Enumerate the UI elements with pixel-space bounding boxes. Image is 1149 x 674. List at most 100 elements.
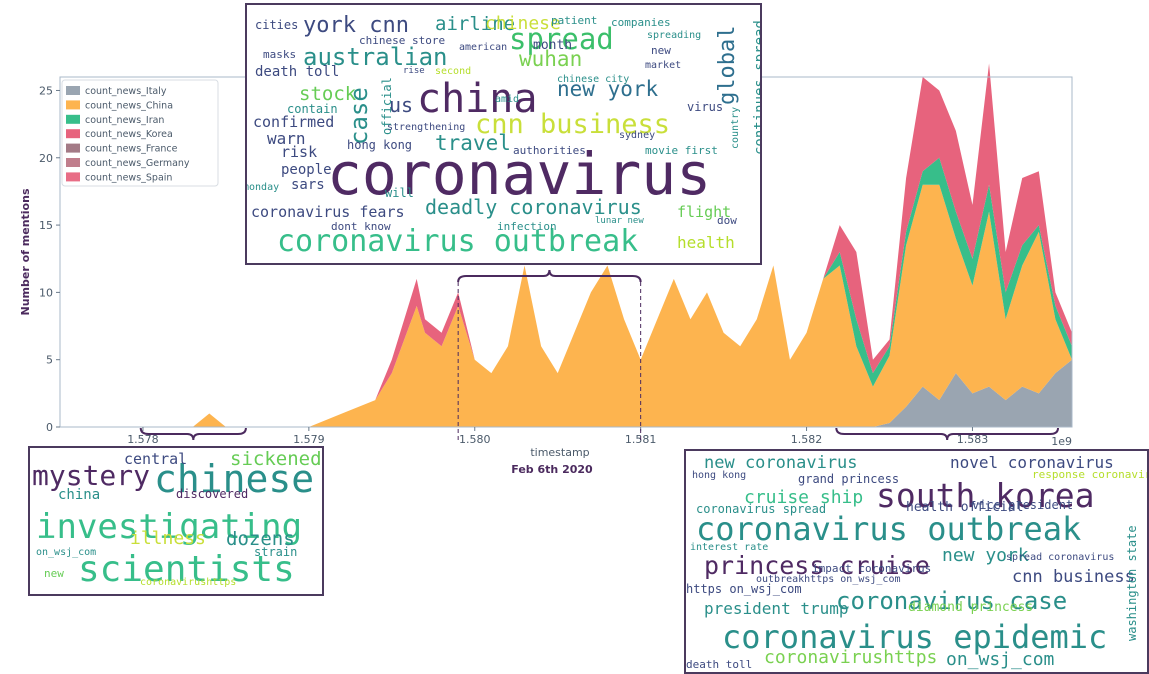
wordcloud-word: hong kong bbox=[692, 470, 747, 481]
wordcloud-word: sydney bbox=[619, 130, 656, 141]
wordcloud-word: illness bbox=[130, 528, 206, 549]
x-tick-label: 1.583 bbox=[957, 433, 989, 446]
wordcloud-word: chinese city bbox=[557, 74, 630, 85]
x-offset-label: 1e9 bbox=[1051, 435, 1072, 448]
y-tick-label: 5 bbox=[46, 354, 53, 367]
wordcloud-word: death toll bbox=[686, 658, 753, 671]
wordcloud-word: health official bbox=[906, 500, 1024, 515]
wordcloud-word: cnn business bbox=[1012, 567, 1135, 587]
wordcloud-word: patient bbox=[551, 14, 598, 27]
wordcloud-word: cruise ship bbox=[744, 487, 864, 508]
wordcloud-word: flight bbox=[677, 203, 732, 221]
wordcloud-word: dow bbox=[717, 214, 737, 227]
wordcloud-word: warn bbox=[267, 129, 306, 148]
wordcloud-word: australian bbox=[303, 43, 448, 71]
x-tick-label: 1.579 bbox=[293, 433, 325, 446]
wordcloud-word: chinese bbox=[485, 13, 561, 34]
wordcloud-word: chinese store bbox=[359, 34, 446, 47]
y-tick-label: 10 bbox=[39, 286, 53, 299]
wordcloud-left: chinese investigating scientists mystery sic… bbox=[28, 446, 324, 596]
wordcloud-word: sickened bbox=[230, 448, 322, 470]
wordcloud-word: coronavirus bbox=[327, 140, 712, 208]
legend-entry: count_news_Korea bbox=[85, 129, 173, 140]
legend-entry: count_news_Iran bbox=[85, 115, 164, 126]
wordcloud-word: china bbox=[417, 76, 538, 122]
x-tick-label: 1.582 bbox=[791, 433, 823, 446]
wordcloud-word: authorities bbox=[513, 144, 586, 157]
wordcloud-word: new coronavirus bbox=[704, 453, 858, 473]
wordcloud-word: airline bbox=[435, 13, 516, 35]
legend-swatch bbox=[66, 143, 80, 153]
wordcloud-word: new bbox=[651, 44, 671, 57]
legend-swatch bbox=[66, 86, 80, 95]
wordcloud-word: chinese bbox=[154, 457, 315, 501]
wordcloud-word: new bbox=[44, 567, 64, 580]
wordcloud-word: diamond princess bbox=[908, 600, 1034, 615]
highlight-brace bbox=[835, 427, 1059, 441]
wordcloud-word: vice president bbox=[972, 498, 1074, 512]
legend-swatch bbox=[66, 158, 80, 167]
wordcloud-word: rise bbox=[403, 66, 425, 76]
wordcloud-word: novel coronavirus bbox=[950, 453, 1114, 472]
wordcloud-word: risk bbox=[281, 143, 318, 161]
y-tick-label: 0 bbox=[46, 421, 53, 434]
area-series-0 bbox=[60, 359, 1072, 427]
highlight-brace bbox=[457, 269, 642, 283]
wordcloud-word: coronavirus epidemic bbox=[722, 618, 1108, 656]
wordcloud-word: dozens bbox=[226, 528, 295, 550]
wordcloud-word: coronavirushttps bbox=[140, 577, 237, 588]
y-tick-label: 20 bbox=[39, 152, 53, 165]
wordcloud-word: https on_wsj_com bbox=[686, 582, 802, 596]
wordcloud-word: american bbox=[459, 42, 508, 53]
wordcloud-word: grand princess bbox=[798, 472, 900, 486]
legend: count_news_Italy count_news_China count_ne… bbox=[61, 79, 219, 187]
legend-entry: count_news_Italy bbox=[85, 86, 167, 97]
wordcloud-word: deadly coronavirus bbox=[425, 195, 642, 219]
legend-box bbox=[61, 79, 219, 187]
wordcloud-word: on_wsj_com bbox=[36, 547, 97, 558]
wordcloud-word: lunar new bbox=[595, 216, 644, 226]
legend-entry: count_news_France bbox=[85, 144, 178, 155]
wordcloud-word: south korea bbox=[876, 476, 1095, 515]
x-tick-label: 1.580 bbox=[459, 433, 491, 446]
wordcloud-word: contain bbox=[287, 102, 338, 116]
wordcloud-word: us bbox=[389, 93, 414, 117]
wordcloud-word: companies bbox=[611, 16, 671, 29]
wordcloud-word: scientists bbox=[78, 549, 295, 590]
wordcloud-word: coronavirus outbreak bbox=[277, 224, 639, 259]
wordcloud-word: confirmed bbox=[253, 113, 335, 131]
y-axis-label: Number of mentions bbox=[19, 188, 32, 315]
wordcloud-word: will bbox=[385, 186, 414, 200]
legend-swatch bbox=[66, 114, 80, 124]
highlight-brackets bbox=[139, 269, 1059, 441]
wordcloud-word: coronavirus case bbox=[836, 587, 1068, 615]
wordcloud-word: coronavirus fears bbox=[251, 203, 405, 221]
wordcloud-word: washington state bbox=[1125, 525, 1139, 641]
wordcloud-word: stock bbox=[299, 83, 357, 105]
legend-entry: count_news_Germany bbox=[85, 158, 190, 169]
wordcloud-word: princess cruise bbox=[704, 551, 930, 580]
x-axis-label: timestamp bbox=[530, 446, 589, 459]
x-tick-label: 1.578 bbox=[127, 433, 159, 446]
wordcloud-word: infection bbox=[497, 220, 557, 233]
area-series-1 bbox=[60, 184, 1072, 427]
legend-swatch bbox=[66, 129, 80, 139]
wordcloud-word: travel bbox=[435, 131, 511, 155]
y-tick-label: 25 bbox=[39, 84, 53, 97]
wordcloud-word: on_wsj_com bbox=[946, 649, 1055, 670]
wordcloud-word: york cnn bbox=[303, 13, 409, 38]
wordcloud-word: continues spread bbox=[752, 20, 762, 155]
legend-swatch bbox=[66, 172, 80, 182]
wordcloud-word: market bbox=[645, 60, 682, 71]
wordcloud-word: health bbox=[677, 233, 735, 252]
wordcloud-word: global bbox=[715, 25, 740, 105]
wordcloud-word: cnn business bbox=[475, 109, 671, 140]
wordcloud-word: coronavirus spread bbox=[696, 502, 827, 516]
wordcloud-word: dont know bbox=[331, 220, 391, 233]
highlight-brace bbox=[139, 427, 247, 441]
wordcloud-word: discovered bbox=[176, 487, 249, 501]
wordcloud-top: coronavirus china coronavirus outbreak cnn … bbox=[245, 3, 762, 265]
wordcloud-word: china bbox=[58, 487, 101, 503]
wordcloud-word: movie first bbox=[645, 144, 718, 157]
legend-swatch bbox=[66, 100, 80, 110]
